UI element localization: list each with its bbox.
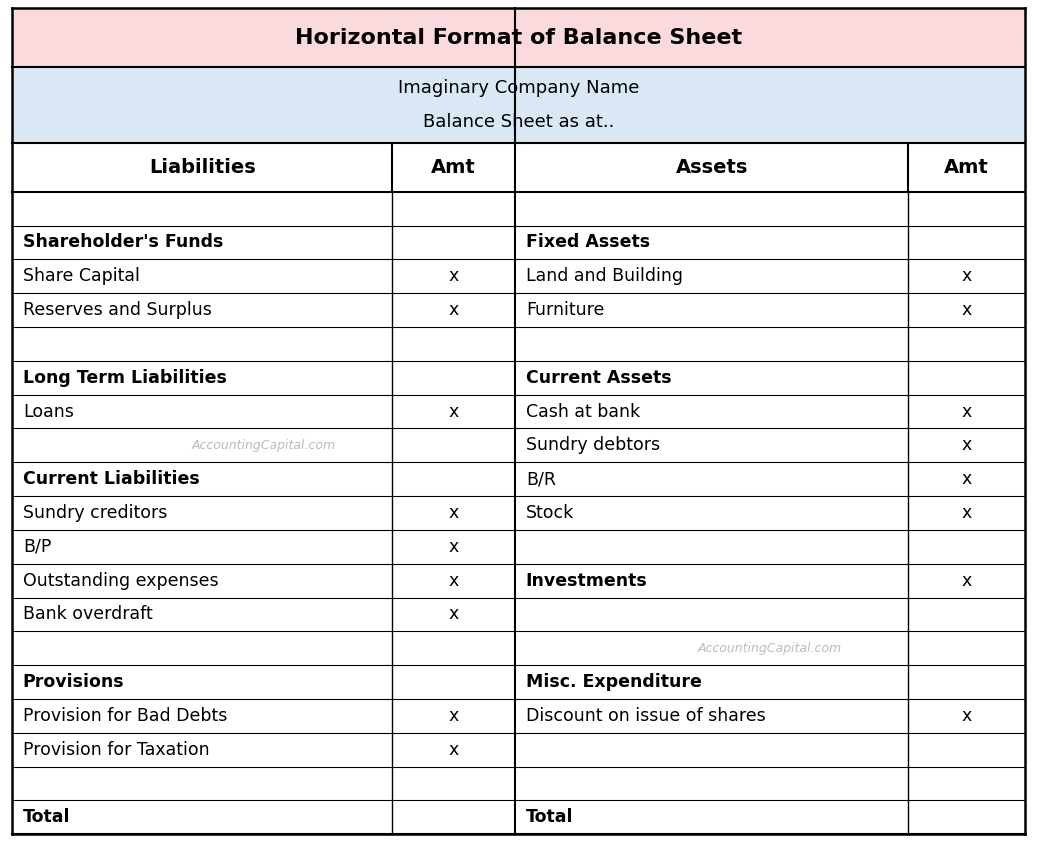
- Text: Outstanding expenses: Outstanding expenses: [23, 572, 219, 590]
- Text: Balance Sheet as at..: Balance Sheet as at..: [423, 113, 614, 131]
- Text: Shareholder's Funds: Shareholder's Funds: [23, 234, 223, 251]
- Text: Discount on issue of shares: Discount on issue of shares: [526, 707, 765, 725]
- Text: Share Capital: Share Capital: [23, 267, 140, 285]
- Text: Reserves and Surplus: Reserves and Surplus: [23, 301, 212, 319]
- Text: Liabilities: Liabilities: [149, 158, 255, 177]
- Text: Sundry debtors: Sundry debtors: [526, 436, 660, 454]
- Text: Amt: Amt: [944, 158, 989, 177]
- Text: AccountingCapital.com: AccountingCapital.com: [698, 642, 842, 655]
- Text: Furniture: Furniture: [526, 301, 605, 319]
- Text: Total: Total: [23, 808, 71, 827]
- Text: Provisions: Provisions: [23, 673, 124, 691]
- Text: x: x: [449, 707, 458, 725]
- Text: B/P: B/P: [23, 538, 51, 556]
- Text: x: x: [449, 606, 458, 623]
- Text: x: x: [961, 403, 972, 420]
- Text: x: x: [449, 572, 458, 590]
- Text: x: x: [961, 707, 972, 725]
- Text: Long Term Liabilities: Long Term Liabilities: [23, 368, 227, 387]
- Text: x: x: [449, 538, 458, 556]
- Text: Stock: Stock: [526, 504, 574, 522]
- Text: Imaginary Company Name: Imaginary Company Name: [398, 79, 639, 98]
- Text: x: x: [961, 436, 972, 454]
- Text: x: x: [449, 403, 458, 420]
- Text: B/R: B/R: [526, 470, 556, 488]
- Bar: [12, 143, 1025, 192]
- Text: x: x: [449, 741, 458, 759]
- Text: Misc. Expenditure: Misc. Expenditure: [526, 673, 702, 691]
- Text: x: x: [449, 267, 458, 285]
- Text: Current Liabilities: Current Liabilities: [23, 470, 199, 488]
- Text: Horizontal Format of Balance Sheet: Horizontal Format of Balance Sheet: [295, 28, 742, 48]
- Text: AccountingCapital.com: AccountingCapital.com: [192, 439, 336, 452]
- Text: Provision for Bad Debts: Provision for Bad Debts: [23, 707, 227, 725]
- Text: x: x: [961, 267, 972, 285]
- Text: Current Assets: Current Assets: [526, 368, 671, 387]
- Text: Sundry creditors: Sundry creditors: [23, 504, 167, 522]
- Text: Loans: Loans: [23, 403, 74, 420]
- Text: Investments: Investments: [526, 572, 647, 590]
- Text: x: x: [449, 301, 458, 319]
- Text: x: x: [449, 504, 458, 522]
- Text: Assets: Assets: [676, 158, 748, 177]
- Bar: [12, 67, 1025, 143]
- Text: x: x: [961, 504, 972, 522]
- Text: Land and Building: Land and Building: [526, 267, 682, 285]
- Bar: [12, 8, 1025, 67]
- Text: Fixed Assets: Fixed Assets: [526, 234, 650, 251]
- Text: Cash at bank: Cash at bank: [526, 403, 640, 420]
- Text: Total: Total: [526, 808, 573, 827]
- Text: Amt: Amt: [431, 158, 476, 177]
- Text: x: x: [961, 572, 972, 590]
- Text: x: x: [961, 470, 972, 488]
- Text: Bank overdraft: Bank overdraft: [23, 606, 152, 623]
- Text: x: x: [961, 301, 972, 319]
- Text: Provision for Taxation: Provision for Taxation: [23, 741, 209, 759]
